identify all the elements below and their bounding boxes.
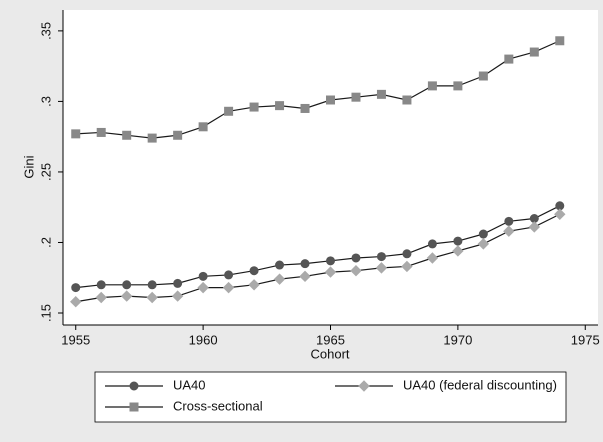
data-point [198,122,208,132]
x-axis-label: Cohort [310,346,349,361]
data-point [197,281,209,294]
data-point [529,47,539,57]
data-point [249,266,259,276]
legend-marker [129,381,139,391]
data-point [222,281,235,294]
data-point [173,130,183,140]
data-point [273,273,286,285]
data-point [504,54,514,64]
data-point [248,279,260,291]
data-point [299,270,311,283]
data-point [147,133,157,143]
data-point [375,262,388,274]
data-point [452,245,464,257]
data-point [249,102,259,112]
data-point [300,103,310,113]
y-axis-label: Gini [21,155,36,178]
data-point [376,89,386,99]
data-point [402,249,412,259]
data-point [147,280,157,290]
legend [94,371,567,423]
data-point [275,260,285,270]
y-tick-label: .2 [38,237,53,248]
data-point [401,260,413,273]
data-point [300,259,310,269]
data-point [173,278,183,288]
legend-label: Cross-sectional [173,398,263,413]
data-point [224,270,234,280]
legend-marker [129,402,139,412]
data-point [351,253,361,263]
data-point [453,81,463,91]
data-point [95,291,107,304]
data-point [478,229,488,239]
data-point [171,290,184,302]
legend-label: UA40 (federal discounting) [403,377,557,392]
data-point [71,129,81,139]
data-point [504,216,514,226]
data-point [70,296,82,308]
data-point [198,271,208,281]
x-tick-label: 1960 [189,332,218,347]
data-point [478,71,488,81]
legend-label: UA40 [173,377,206,392]
legend-marker [358,380,370,392]
data-point [376,252,386,262]
data-point [275,101,285,111]
x-tick-label: 1970 [443,332,472,347]
data-point [120,290,133,302]
y-tick-label: .25 [38,163,53,181]
data-point [453,236,463,246]
data-point [122,280,132,290]
x-tick-label: 1955 [61,332,90,347]
data-point [427,81,437,91]
data-point [554,208,566,220]
data-point [326,95,335,105]
data-point [528,221,541,233]
y-tick-label: .15 [38,304,53,322]
data-point [503,225,515,237]
data-point [146,291,158,304]
data-point [402,95,412,105]
data-point [224,106,234,116]
y-tick-label: .35 [38,22,53,40]
data-point [96,280,106,290]
data-point [426,252,439,264]
data-point [71,283,81,293]
x-tick-label: 1975 [571,332,600,347]
x-tick-label: 1965 [316,332,345,347]
data-point [96,127,106,137]
data-point [477,238,490,250]
data-point [324,266,337,278]
data-point [122,130,132,140]
y-tick-label: .3 [38,96,53,107]
data-point [427,239,437,249]
data-point [326,256,335,266]
data-point [555,36,565,46]
data-point [350,264,362,277]
data-point [351,92,361,102]
